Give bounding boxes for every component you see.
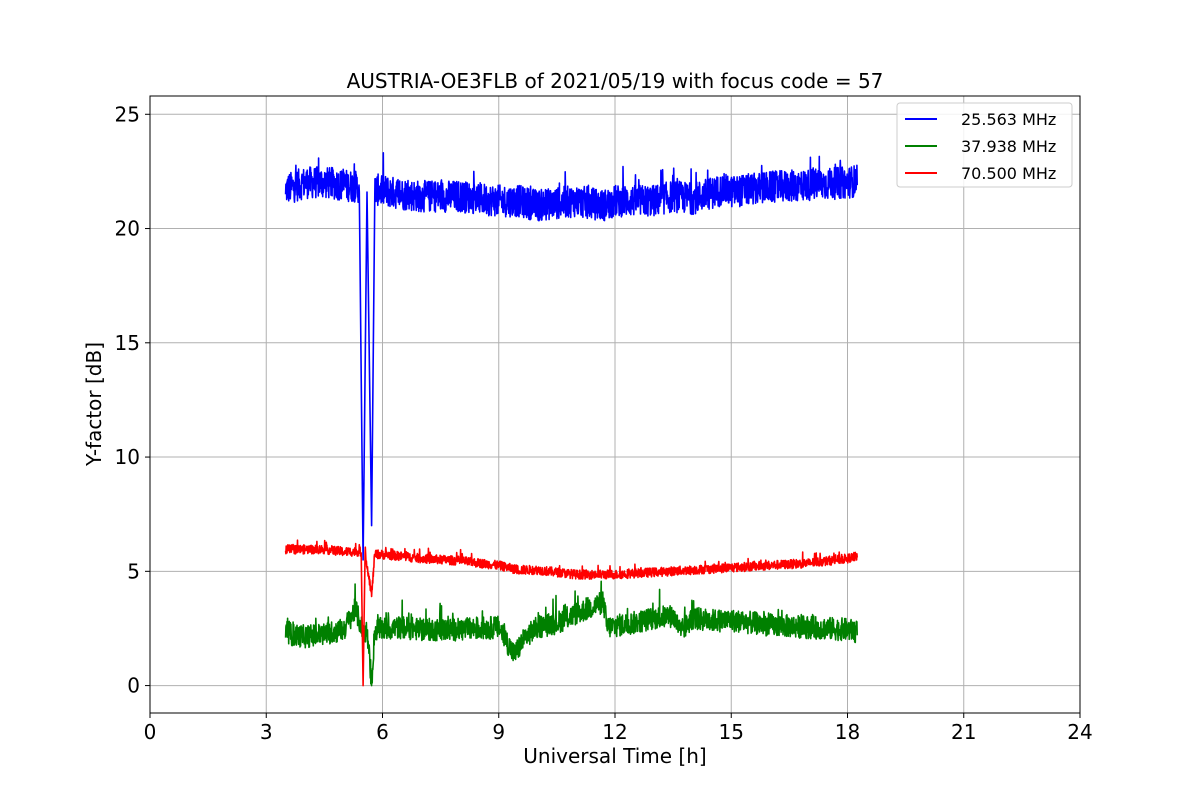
legend-label: 70.500 MHz: [961, 164, 1056, 183]
x-tick-label: 6: [376, 720, 389, 744]
x-tick-label: 24: [1067, 720, 1092, 744]
y-tick-label: 5: [127, 559, 140, 583]
y-tick-label: 25: [115, 102, 140, 126]
chart-title: AUSTRIA-OE3FLB of 2021/05/19 with focus …: [347, 69, 884, 93]
legend-box: [896, 102, 1073, 188]
y-tick-label: 10: [115, 445, 140, 469]
series-line-2: [284, 539, 858, 687]
legend-label: 37.938 MHz: [961, 137, 1056, 156]
y-ticks: 0 5 10 15 20 25: [115, 102, 150, 698]
series-line-0: [284, 152, 858, 561]
x-tick-label: 15: [719, 720, 744, 744]
x-tick-label: 9: [492, 720, 505, 744]
x-tick-label: 12: [602, 720, 627, 744]
legend-label: 25.563 MHz: [961, 110, 1056, 129]
x-axis-label: Universal Time [h]: [523, 744, 706, 768]
x-tick-label: 21: [951, 720, 976, 744]
y-axis-label: Y-factor [dB]: [82, 342, 106, 467]
x-tick-label: 0: [144, 720, 157, 744]
y-tick-label: 20: [115, 217, 140, 241]
x-ticks: 0 3 6 9 12 15 18 21 24: [144, 713, 1093, 744]
x-tick-label: 18: [835, 720, 860, 744]
legend: 25.563 MHz 37.938 MHz 70.500 MHz: [896, 102, 1073, 188]
plot-lines: [284, 152, 858, 687]
series-line-1: [284, 580, 858, 687]
y-tick-label: 15: [115, 331, 140, 355]
x-tick-label: 3: [260, 720, 273, 744]
y-tick-label: 0: [127, 674, 140, 698]
